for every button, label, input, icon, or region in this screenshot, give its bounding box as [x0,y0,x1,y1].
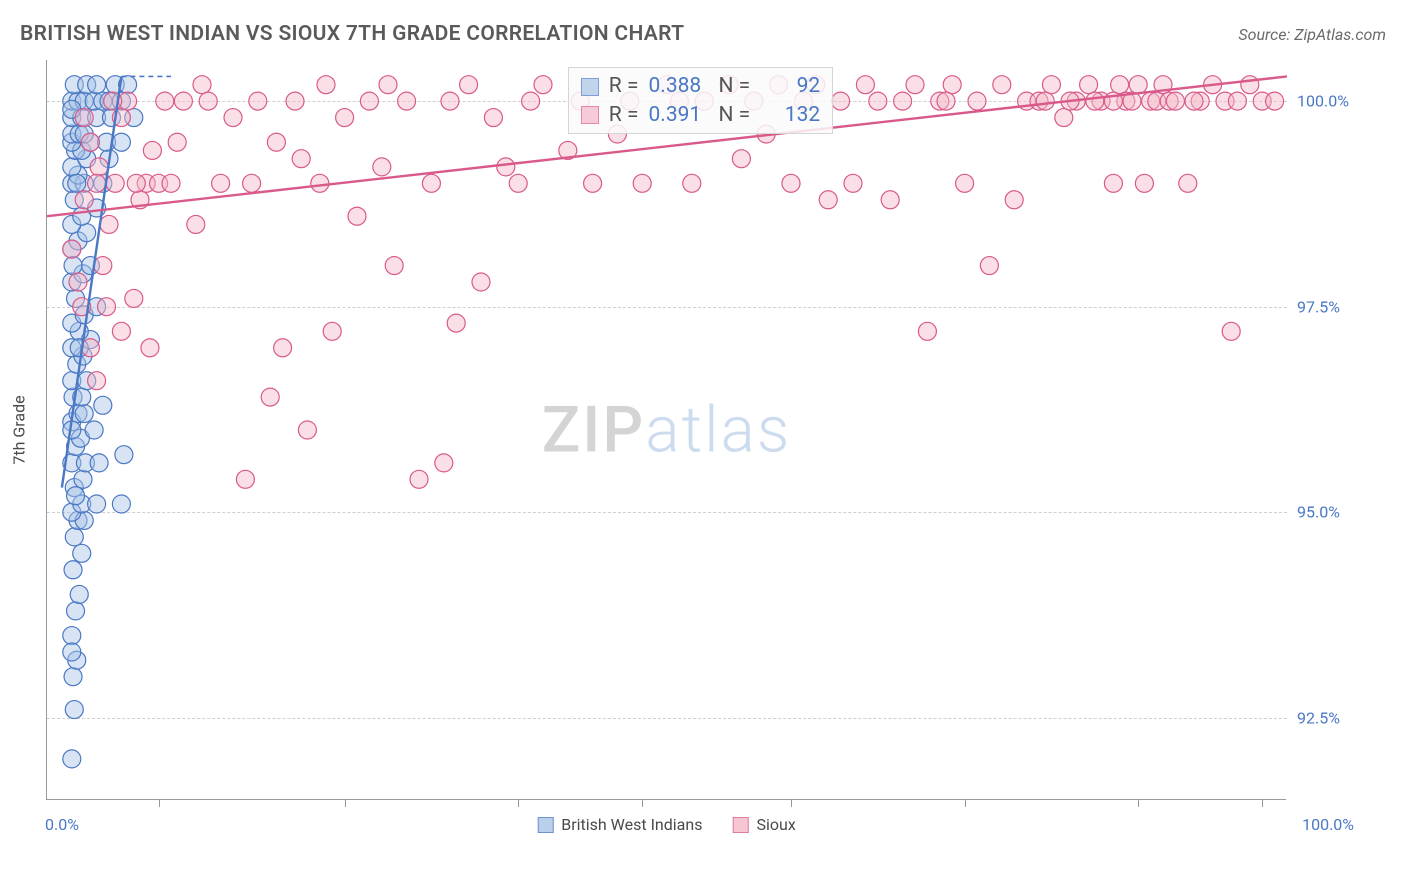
series-swatch [581,78,599,96]
legend-label: Sioux [756,815,795,834]
y-tick-label: 95.0% [1297,503,1340,522]
x-tick [345,799,346,807]
y-axis-label: 7th Grade [10,395,29,464]
y-tick-label: 100.0% [1297,92,1349,111]
chart-title: BRITISH WEST INDIAN VS SIOUX 7TH GRADE C… [20,22,684,46]
x-axis-min-label: 0.0% [45,815,79,834]
stat-label-n: N = [718,101,750,129]
x-tick [791,799,792,807]
correlation-stats-box: R = 0.388 N = 92 R = 0.391 N = 132 [568,67,833,134]
stat-value-n: 92 [760,72,820,100]
legend: British West Indians Sioux [537,815,796,834]
x-tick [159,799,160,807]
x-tick [1138,799,1139,807]
chart-source: Source: ZipAtlas.com [1238,25,1386,44]
x-tick [642,799,643,807]
legend-label: British West Indians [561,815,702,834]
x-tick [518,799,519,807]
stat-value-r: 0.388 [648,72,708,100]
x-tick [965,799,966,807]
trend-line [62,76,122,487]
x-tick [1262,799,1263,807]
stats-row: R = 0.388 N = 92 [581,72,820,100]
x-axis-max-label: 100.0% [1302,815,1354,834]
legend-item: British West Indians [537,815,702,834]
stat-value-r: 0.391 [648,101,708,129]
legend-swatch [537,817,553,833]
legend-swatch [732,817,748,833]
stat-value-n: 132 [760,101,820,129]
stat-label-r: R = [609,72,639,100]
series-swatch [581,106,599,124]
plot-area: 7th Grade ZIPatlas R =0.388N =92R =0.391… [46,60,1286,800]
stat-label-n: N = [718,72,750,100]
trend-lines-layer [47,60,1287,800]
chart-header: BRITISH WEST INDIAN VS SIOUX 7TH GRADE C… [0,0,1406,46]
stat-label-r: R = [609,101,639,129]
y-tick-label: 92.5% [1297,708,1340,727]
y-tick-label: 97.5% [1297,297,1340,316]
stats-row: R = 0.391 N = 132 [581,101,820,129]
chart-container: 7th Grade ZIPatlas R =0.388N =92R =0.391… [46,60,1364,800]
legend-item: Sioux [732,815,795,834]
